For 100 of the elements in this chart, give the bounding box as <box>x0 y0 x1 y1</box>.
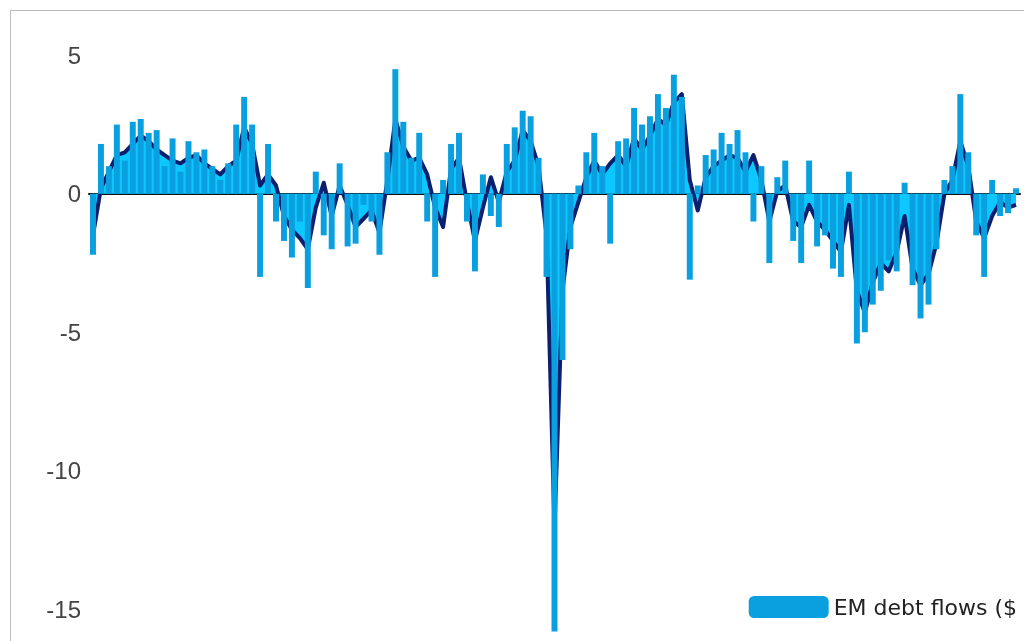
bar <box>400 121 407 194</box>
bar <box>296 193 303 222</box>
bar <box>949 166 956 194</box>
bar <box>265 143 272 194</box>
bar <box>257 193 264 277</box>
bar <box>726 143 733 194</box>
bar <box>957 94 964 194</box>
bar <box>981 193 988 277</box>
bar <box>312 171 319 194</box>
bar <box>615 141 622 194</box>
bar <box>694 185 701 194</box>
bar <box>185 141 192 194</box>
bar <box>654 94 661 194</box>
bar <box>853 193 860 344</box>
bar <box>686 193 693 280</box>
bar <box>535 157 542 194</box>
bar <box>973 193 980 236</box>
bar <box>440 179 447 194</box>
y-tick-label: -15 <box>46 595 81 623</box>
bar <box>145 132 152 194</box>
bar <box>201 149 208 194</box>
bar <box>511 127 518 194</box>
bar <box>463 193 470 222</box>
bar <box>209 166 216 194</box>
bar <box>471 193 478 272</box>
bar <box>670 74 677 194</box>
bar <box>432 193 439 277</box>
bar <box>631 107 638 194</box>
bar <box>885 193 892 261</box>
bar <box>97 143 104 194</box>
bar <box>782 160 789 194</box>
bar <box>989 179 996 194</box>
bar <box>376 193 383 255</box>
bar <box>121 160 128 194</box>
bar <box>153 130 160 194</box>
bar <box>893 193 900 272</box>
bar <box>543 193 550 277</box>
bar <box>941 179 948 194</box>
bar <box>288 193 295 258</box>
bar <box>249 124 256 194</box>
bar <box>678 96 685 194</box>
bar <box>599 166 606 194</box>
bar <box>591 132 598 194</box>
bar <box>933 193 940 250</box>
bar <box>758 166 765 194</box>
bar <box>806 160 813 194</box>
bar <box>997 193 1004 216</box>
bar <box>965 152 972 194</box>
bar <box>241 96 248 194</box>
bar <box>233 124 240 194</box>
bar <box>384 152 391 194</box>
bar <box>495 193 502 228</box>
bar <box>750 193 757 222</box>
y-tick-label: 0 <box>67 180 81 208</box>
bar <box>225 163 232 194</box>
bar <box>328 193 335 250</box>
bar <box>766 193 773 264</box>
bar <box>424 193 431 222</box>
bar <box>909 193 916 286</box>
y-tick-label: -10 <box>46 457 81 485</box>
bar <box>830 193 836 269</box>
bar <box>105 166 112 194</box>
bar <box>1013 188 1020 194</box>
bar <box>193 152 200 194</box>
bar <box>113 124 120 194</box>
bar <box>845 171 852 194</box>
bar <box>647 116 653 194</box>
bar <box>320 193 327 236</box>
bar <box>575 185 582 194</box>
bar <box>559 193 566 361</box>
bar <box>718 132 725 194</box>
bar <box>448 143 455 194</box>
bar <box>280 193 287 241</box>
bar <box>503 143 510 194</box>
bar <box>527 116 534 194</box>
bar <box>567 193 574 250</box>
bar <box>877 193 884 291</box>
bar <box>487 193 494 216</box>
bar <box>917 193 924 319</box>
y-tick-label: -5 <box>59 318 81 346</box>
legend-label: EM debt flows ($ <box>833 594 1018 620</box>
bar <box>639 124 646 194</box>
bar <box>89 193 96 255</box>
bar <box>456 132 462 194</box>
bar <box>352 193 359 244</box>
bar <box>583 152 590 194</box>
bar <box>662 107 669 194</box>
bar <box>416 132 423 194</box>
bar <box>137 119 144 194</box>
bar <box>710 149 717 194</box>
bar <box>837 193 844 277</box>
bar <box>702 155 709 194</box>
bar <box>798 193 805 264</box>
bar <box>392 69 399 194</box>
bar <box>161 166 168 194</box>
bar <box>1005 193 1012 214</box>
bar <box>217 179 224 194</box>
bar <box>169 138 176 194</box>
bar <box>344 193 351 247</box>
bar <box>519 110 526 194</box>
